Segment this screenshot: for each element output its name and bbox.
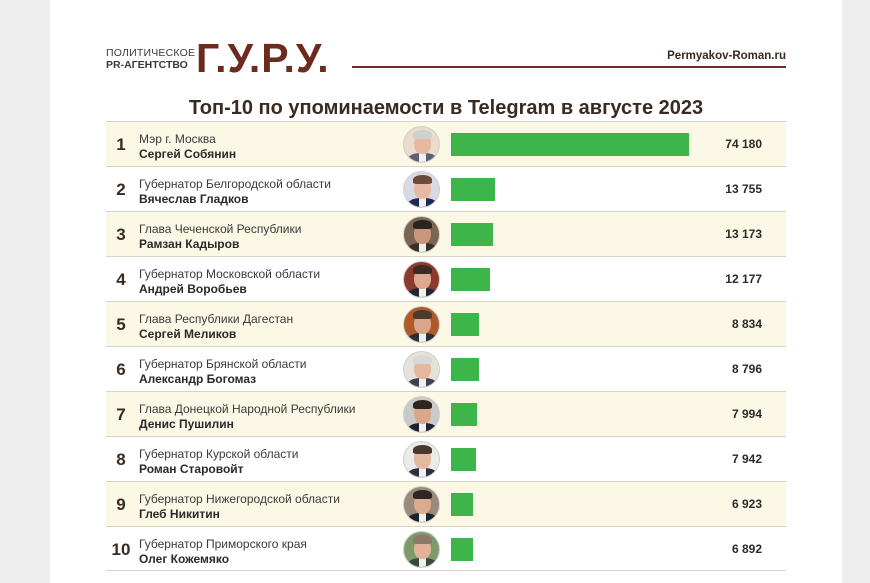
official-position: Глава Республики Дагестан xyxy=(139,312,294,326)
rank-number: 1 xyxy=(116,135,126,154)
rank-number: 3 xyxy=(116,225,126,244)
official-name: Андрей Воробьев xyxy=(139,282,247,296)
avatar xyxy=(403,171,440,208)
official-position: Глава Донецкой Народной Республики xyxy=(139,402,356,416)
rank-number: 6 xyxy=(116,360,126,379)
official-name: Роман Старовойт xyxy=(139,462,244,476)
avatar xyxy=(403,441,440,478)
official-name: Вячеслав Гладков xyxy=(139,192,249,206)
rank-number: 9 xyxy=(116,495,126,514)
ranking-chart: 1 Мэр г. Москва Сергей Собянин 74 180 2 Губер… xyxy=(106,121,786,571)
agency-line-2: PR-АГЕНТСТВО xyxy=(106,58,188,71)
official-name: Олег Кожемяко xyxy=(139,552,230,566)
avatar xyxy=(403,261,440,298)
rank-number: 2 xyxy=(116,180,126,199)
data-label: 12 177 xyxy=(725,272,762,286)
rank-number: 7 xyxy=(116,405,126,424)
rank-number: 8 xyxy=(116,450,126,469)
bar-mark xyxy=(451,223,493,246)
header-divider xyxy=(352,66,786,68)
data-label: 8 834 xyxy=(731,317,762,331)
avatar xyxy=(403,486,440,523)
data-label: 6 923 xyxy=(731,497,762,511)
table-row: 3 Глава Чеченской Республики Рамзан Кадыро… xyxy=(106,211,786,256)
table-row: 6 Губернатор Брянской области Александр Бо… xyxy=(106,346,786,391)
guru-logo: Г.У.Р.У. xyxy=(196,35,330,81)
chart-title: Топ-10 по упоминаемости в Telegram в авг… xyxy=(188,97,704,119)
data-label: 6 892 xyxy=(731,542,762,556)
bar-mark xyxy=(451,178,495,201)
official-position: Глава Чеченской Республики xyxy=(139,222,302,236)
avatar xyxy=(403,306,440,343)
agency-label: ПОЛИТИЧЕСКОЕ PR-АГЕНТСТВО xyxy=(106,48,195,70)
data-label: 74 180 xyxy=(725,137,762,151)
data-label: 13 755 xyxy=(725,182,762,196)
official-position: Губернатор Нижегородской области xyxy=(139,492,340,506)
rank-number: 5 xyxy=(116,315,126,334)
avatar xyxy=(403,351,440,388)
bar-mark xyxy=(451,448,476,471)
bar-mark xyxy=(451,313,479,336)
official-position: Мэр г. Москва xyxy=(139,132,216,146)
official-position: Губернатор Московской области xyxy=(139,267,321,281)
bar-mark xyxy=(451,268,490,291)
official-position: Губернатор Курской области xyxy=(139,447,299,461)
infographic-page: ПОЛИТИЧЕСКОЕ PR-АГЕНТСТВО Г.У.Р.У. Permy… xyxy=(50,0,842,583)
official-position: Губернатор Брянской области xyxy=(139,357,307,371)
bar-mark xyxy=(451,538,473,561)
table-row: 1 Мэр г. Москва Сергей Собянин 74 180 xyxy=(106,121,786,166)
bar-mark xyxy=(451,358,479,381)
data-label: 7 942 xyxy=(731,452,762,466)
rank-number: 4 xyxy=(116,270,126,289)
data-label: 13 173 xyxy=(725,227,762,241)
avatar xyxy=(403,396,440,433)
avatar xyxy=(403,531,440,568)
data-label: 7 994 xyxy=(731,407,762,421)
official-name: Александр Богомаз xyxy=(139,372,257,386)
table-row: 7 Глава Донецкой Народной Республики Денис… xyxy=(106,391,786,436)
table-row: 4 Губернатор Московской области Андрей Вор… xyxy=(106,256,786,301)
official-position: Губернатор Белгородской области xyxy=(139,177,331,191)
header: ПОЛИТИЧЕСКОЕ PR-АГЕНТСТВО Г.У.Р.У. Permy… xyxy=(106,35,786,81)
table-row: 5 Глава Республики Дагестан Сергей Меликов… xyxy=(106,301,786,346)
official-name: Денис Пушилин xyxy=(139,417,234,431)
site-link[interactable]: Permyakov-Roman.ru xyxy=(667,50,786,62)
agency-line-1: ПОЛИТИЧЕСКОЕ xyxy=(106,47,196,59)
official-name: Глеб Никитин xyxy=(139,507,220,521)
avatar xyxy=(403,126,440,163)
avatar xyxy=(403,216,440,253)
official-name: Сергей Собянин xyxy=(139,147,237,161)
rank-number: 10 xyxy=(111,540,131,559)
bar-mark xyxy=(451,493,473,516)
table-row: 9 Губернатор Нижегородской области Глеб Ни… xyxy=(106,481,786,526)
table-row: 8 Губернатор Курской области Роман Старово… xyxy=(106,436,786,481)
bar-mark xyxy=(451,403,477,426)
bar-mark xyxy=(451,133,689,156)
data-label: 8 796 xyxy=(731,362,762,376)
official-name: Рамзан Кадыров xyxy=(139,237,240,251)
table-row: 2 Губернатор Белгородской области Вячеслав… xyxy=(106,166,786,211)
official-position: Губернатор Приморского края xyxy=(139,537,307,551)
official-name: Сергей Меликов xyxy=(139,327,237,341)
table-row: 10 Губернатор Приморского края Олег Кожемя… xyxy=(106,526,786,571)
